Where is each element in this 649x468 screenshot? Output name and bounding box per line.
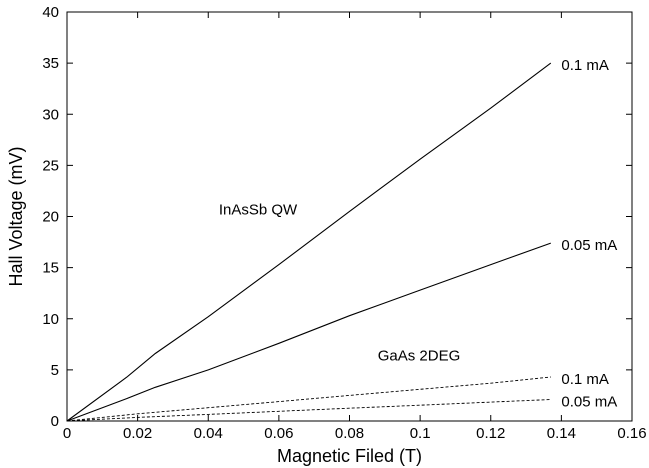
series-line-3 bbox=[66, 399, 551, 422]
series-layer bbox=[66, 62, 552, 422]
annotation-4: 0.1 mA bbox=[561, 371, 609, 388]
y-tick-label: 25 bbox=[42, 157, 59, 174]
annotation-1: GaAs 2DEG bbox=[378, 348, 461, 365]
y-tick-label: 30 bbox=[42, 106, 59, 123]
y-axis-label: Hall Voltage (mV) bbox=[6, 146, 26, 286]
x-tick-label: 0.16 bbox=[617, 425, 646, 442]
y-tick-label: 0 bbox=[51, 413, 59, 430]
y-tick-label: 10 bbox=[42, 311, 59, 328]
series-line-2 bbox=[66, 376, 551, 422]
y-tick-label: 15 bbox=[42, 260, 59, 277]
y-tick-label: 5 bbox=[51, 362, 59, 379]
annotation-0: InAsSb QW bbox=[219, 201, 298, 218]
plot-frame bbox=[66, 11, 633, 422]
x-tick-label: 0 bbox=[63, 425, 71, 442]
annotation-5: 0.05 mA bbox=[561, 394, 617, 411]
y-tick-label: 20 bbox=[42, 209, 59, 226]
annotation-3: 0.05 mA bbox=[561, 237, 617, 254]
x-tick-label: 0.06 bbox=[264, 425, 293, 442]
x-tick-label: 0.12 bbox=[476, 425, 505, 442]
x-tick-label: 0.08 bbox=[335, 425, 364, 442]
x-tick-label: 0.02 bbox=[123, 425, 152, 442]
x-tick-label: 0.14 bbox=[547, 425, 576, 442]
x-axis-label: Magnetic Filed (T) bbox=[277, 446, 422, 466]
ticks-layer: 0 0.02 0.04 0.06 0.08 0.1 0.12 0.14 0.16 0 5 10 15 20… bbox=[42, 4, 646, 442]
x-tick-label: 0.04 bbox=[194, 425, 223, 442]
annotations-layer: InAsSb QW GaAs 2DEG 0.1 mA 0.05 mA 0.1 mA 0.0… bbox=[219, 57, 617, 410]
series-line-0 bbox=[66, 62, 552, 422]
y-tick-label: 35 bbox=[42, 55, 59, 72]
x-tick-label: 0.1 bbox=[410, 425, 431, 442]
annotation-2: 0.1 mA bbox=[561, 57, 609, 74]
series-line-1 bbox=[66, 242, 551, 422]
y-tick-label: 40 bbox=[42, 4, 59, 21]
